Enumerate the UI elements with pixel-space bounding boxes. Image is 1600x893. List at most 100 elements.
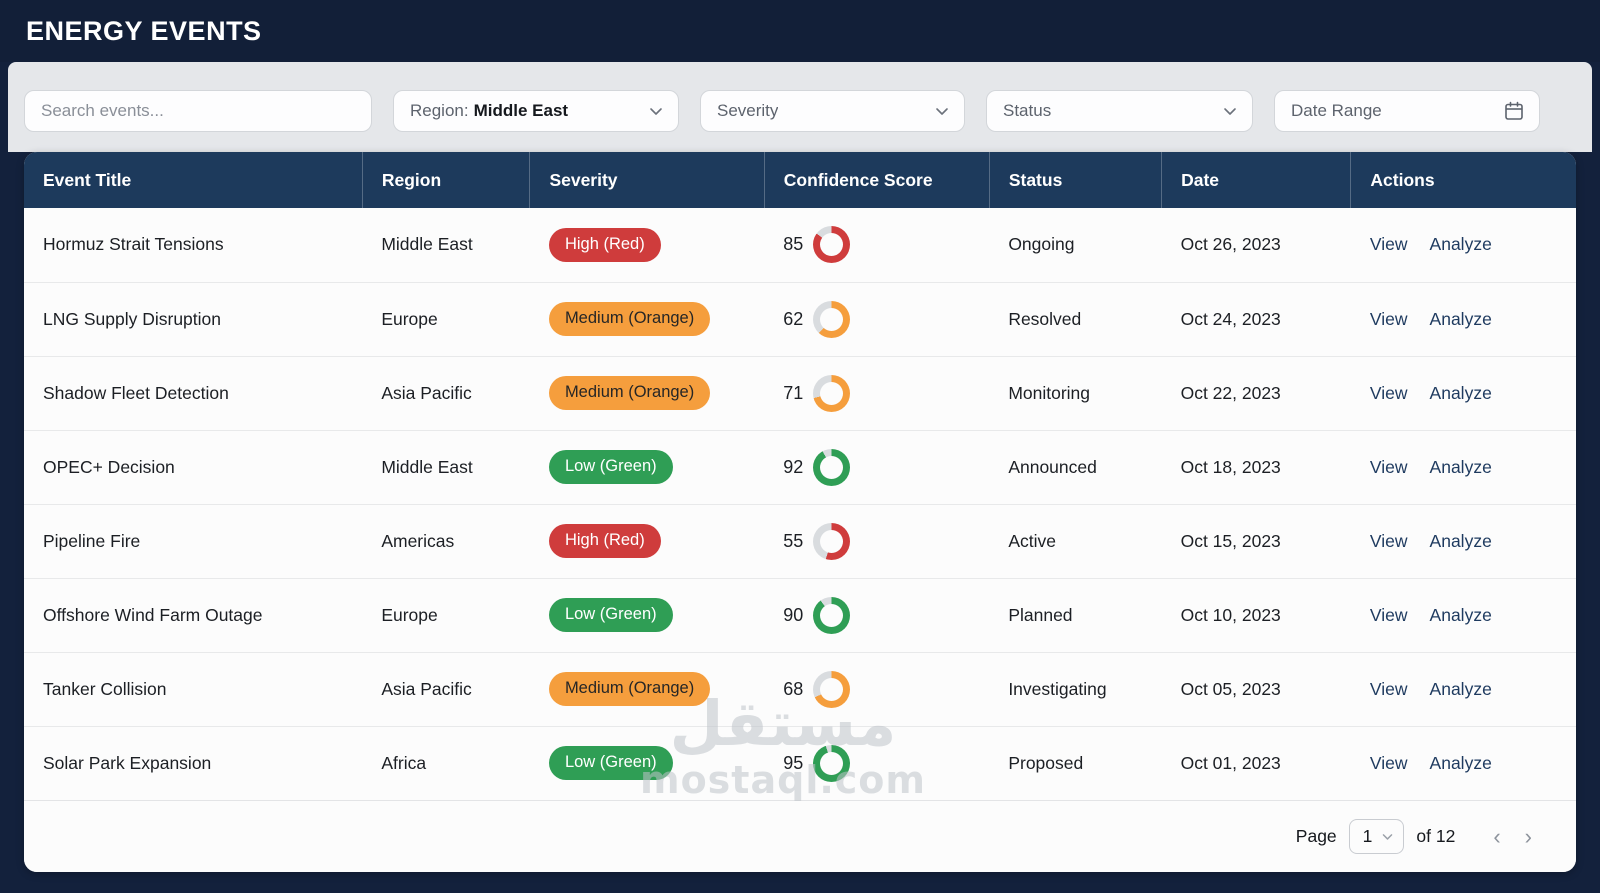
region-cell: Asia Pacific	[362, 651, 530, 726]
region-filter-value: Middle East	[473, 101, 569, 120]
event-title-cell: Shadow Fleet Detection	[24, 355, 363, 430]
column-header: Region	[362, 152, 531, 208]
table-row: Shadow Fleet Detection Asia Pacific Medium…	[24, 355, 1576, 430]
confidence-cell: 68	[764, 651, 990, 726]
analyze-link[interactable]: Analyze	[1429, 456, 1492, 477]
calendar-icon	[1505, 101, 1523, 120]
actions-cell: View Analyze	[1350, 651, 1576, 726]
severity-badge: Medium (Orange)	[548, 302, 711, 336]
confidence-ring-chart	[813, 744, 851, 782]
confidence-score-value: 95	[783, 752, 804, 773]
date-cell: Oct 01, 2023	[1161, 725, 1351, 800]
confidence-score-value: 62	[783, 308, 804, 329]
prev-page-button[interactable]: ‹	[1487, 825, 1506, 848]
view-link[interactable]: View	[1369, 382, 1408, 403]
column-header: Actions	[1350, 152, 1576, 208]
chevron-down-icon	[1383, 834, 1393, 840]
pagination-bar: Page 1 of 12 ‹ ›	[24, 800, 1576, 872]
severity-cell: High (Red)	[529, 503, 765, 578]
chevron-down-icon	[936, 108, 948, 115]
confidence-cell: 85	[764, 208, 990, 282]
view-link[interactable]: View	[1369, 456, 1408, 477]
severity-badge: Medium (Orange)	[548, 376, 711, 410]
region-cell: Middle East	[362, 429, 530, 504]
table-row: Solar Park Expansion Africa Low (Green) 95 P…	[24, 725, 1576, 800]
analyze-link[interactable]: Analyze	[1429, 530, 1492, 551]
events-table-card: Event Title Region Severity Confidence Scor…	[24, 152, 1576, 872]
confidence-ring-chart	[813, 596, 851, 634]
date-range-filter[interactable]: Date Range	[1274, 90, 1540, 132]
analyze-link[interactable]: Analyze	[1429, 234, 1492, 255]
next-page-button[interactable]: ›	[1519, 825, 1538, 848]
search-input[interactable]	[41, 101, 357, 121]
confidence-cell: 55	[764, 503, 990, 578]
confidence-ring-chart	[813, 448, 851, 486]
search-field	[24, 90, 372, 132]
table-row: Hormuz Strait Tensions Middle East High (R…	[24, 208, 1576, 282]
pagination-total-label: of 12	[1416, 826, 1456, 846]
page-title: ENERGY EVENTS	[26, 15, 262, 46]
status-filter[interactable]: Status	[986, 90, 1253, 132]
table-row: OPEC+ Decision Middle East Low (Green) 92 An…	[24, 429, 1576, 504]
view-link[interactable]: View	[1369, 678, 1408, 699]
actions-cell: View Analyze	[1350, 281, 1576, 356]
view-link[interactable]: View	[1369, 604, 1408, 625]
view-link[interactable]: View	[1369, 530, 1408, 551]
actions-cell: View Analyze	[1350, 577, 1576, 652]
analyze-link[interactable]: Analyze	[1429, 678, 1492, 699]
table-row: Tanker Collision Asia Pacific Medium (Oran…	[24, 651, 1576, 726]
page-select[interactable]: 1	[1348, 819, 1405, 854]
severity-filter[interactable]: Severity	[700, 90, 965, 132]
event-title-cell: Offshore Wind Farm Outage	[24, 577, 363, 652]
table-header-row: Event Title Region Severity Confidence Scor…	[24, 152, 1576, 208]
severity-cell: Medium (Orange)	[529, 281, 765, 356]
event-title-cell: Tanker Collision	[24, 651, 363, 726]
table-body: Hormuz Strait Tensions Middle East High (R…	[24, 208, 1576, 800]
analyze-link[interactable]: Analyze	[1429, 604, 1492, 625]
date-cell: Oct 18, 2023	[1161, 429, 1351, 504]
confidence-cell: 95	[764, 725, 990, 800]
severity-badge: Medium (Orange)	[548, 672, 711, 706]
date-cell: Oct 05, 2023	[1161, 651, 1351, 726]
region-cell: Europe	[362, 281, 530, 356]
severity-cell: Low (Green)	[529, 429, 765, 504]
region-filter-text: Region: Middle East	[410, 101, 568, 121]
view-link[interactable]: View	[1369, 308, 1408, 329]
severity-badge: Low (Green)	[548, 746, 673, 781]
status-cell: Monitoring	[989, 355, 1162, 430]
region-cell: Asia Pacific	[362, 355, 530, 430]
region-filter[interactable]: Region: Middle East	[393, 90, 679, 132]
main-content: Event Title Region Severity Confidence Scor…	[0, 152, 1600, 872]
actions-cell: View Analyze	[1350, 208, 1576, 282]
analyze-link[interactable]: Analyze	[1429, 752, 1492, 773]
app-header: ENERGY EVENTS	[0, 0, 1600, 62]
severity-badge: Low (Green)	[548, 450, 673, 484]
date-cell: Oct 24, 2023	[1161, 281, 1351, 356]
status-filter-label: Status	[1003, 101, 1052, 120]
confidence-cell: 92	[764, 429, 990, 504]
status-cell: Ongoing	[989, 208, 1162, 282]
severity-cell: Low (Green)	[529, 725, 765, 800]
severity-badge: High (Red)	[548, 227, 661, 262]
column-header: Confidence Score	[764, 152, 990, 208]
confidence-score-value: 90	[783, 604, 804, 625]
column-header: Status	[989, 152, 1163, 208]
page-select-value: 1	[1362, 826, 1373, 846]
status-cell: Investigating	[989, 651, 1162, 726]
event-title-cell: LNG Supply Disruption	[24, 281, 363, 356]
view-link[interactable]: View	[1369, 234, 1408, 255]
date-cell: Oct 22, 2023	[1161, 355, 1351, 430]
severity-badge: Low (Green)	[548, 598, 673, 632]
chevron-down-icon	[1224, 108, 1236, 115]
event-title-cell: Pipeline Fire	[24, 503, 363, 578]
status-cell: Active	[989, 503, 1162, 578]
event-title-cell: Hormuz Strait Tensions	[24, 208, 363, 282]
table-row: Pipeline Fire Americas High (Red) 55 Active O…	[24, 503, 1576, 578]
analyze-link[interactable]: Analyze	[1429, 308, 1492, 329]
confidence-score-value: 92	[783, 456, 804, 477]
view-link[interactable]: View	[1369, 752, 1408, 773]
chevron-down-icon	[650, 108, 662, 115]
status-cell: Announced	[989, 429, 1162, 504]
confidence-ring-chart	[813, 300, 851, 338]
analyze-link[interactable]: Analyze	[1429, 382, 1492, 403]
